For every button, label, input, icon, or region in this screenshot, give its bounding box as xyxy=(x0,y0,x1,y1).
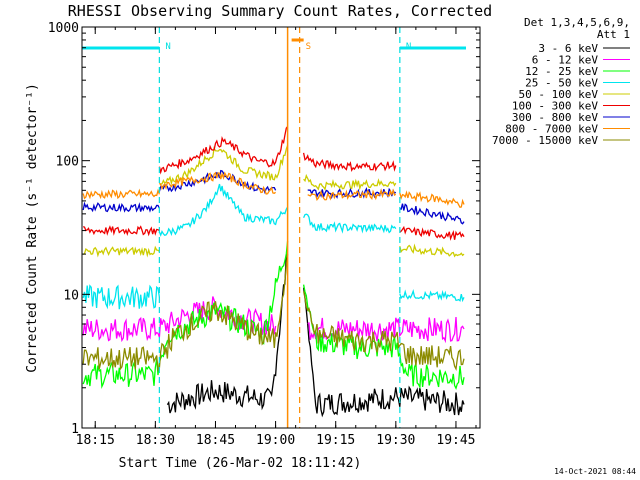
legend-entry-label: 6 - 12 keV xyxy=(532,54,599,67)
y-tick-label: 1000 xyxy=(48,21,79,36)
series-line xyxy=(303,213,397,234)
series-line xyxy=(82,245,160,258)
series-line xyxy=(82,225,160,237)
series-line xyxy=(399,243,465,258)
x-tick-label: 19:30 xyxy=(376,433,415,448)
series-line xyxy=(399,288,465,303)
series-line xyxy=(158,183,289,237)
series-7000to15000keV xyxy=(82,254,465,372)
series-line xyxy=(302,152,397,173)
series-group xyxy=(82,126,465,418)
x-tick-label: 18:30 xyxy=(136,433,175,448)
x-axis-label: Start Time (26-Mar-02 18:11:42) xyxy=(119,456,362,471)
series-line xyxy=(399,203,465,225)
series-line xyxy=(302,284,465,390)
series-line xyxy=(307,188,397,202)
y-tick-label: 100 xyxy=(56,155,79,170)
series-line xyxy=(82,201,160,213)
legend-entry-label: 800 - 7000 keV xyxy=(505,123,598,136)
legend-entry-label: 12 - 25 keV xyxy=(525,65,598,78)
legend-entry-label: 25 - 50 keV xyxy=(525,77,598,90)
series-line xyxy=(158,171,276,195)
legend-entry-label: 3 - 6 keV xyxy=(538,42,598,55)
series-line xyxy=(166,253,289,414)
legend-header-attenuator: Att 1 xyxy=(597,28,630,41)
series-100to300keV xyxy=(82,126,465,241)
marker-group: NNS xyxy=(82,27,466,428)
y-tick-label: 1 xyxy=(71,422,79,437)
marker-label: S xyxy=(306,42,311,52)
plot-timestamp: 14-Oct-2021 08:44 xyxy=(554,467,636,476)
series-line xyxy=(399,225,465,241)
marker-label: N xyxy=(165,42,170,52)
x-tick-label: 18:45 xyxy=(196,433,235,448)
series-25to50keV xyxy=(82,183,465,310)
legend-entry-label: 100 - 300 keV xyxy=(512,100,598,113)
y-axis-label: Corrected Count Rate (s⁻¹ detector⁻¹) xyxy=(25,83,40,373)
series-800to7000keV xyxy=(82,171,465,209)
series-line xyxy=(82,188,161,200)
legend-entry-label: 7000 - 15000 keV xyxy=(492,134,598,147)
y-tick-label: 10 xyxy=(63,288,79,303)
x-tick-label: 18:15 xyxy=(76,433,115,448)
series-3to6keV xyxy=(166,253,465,418)
plot-frame xyxy=(81,26,481,429)
legend-entry-label: 300 - 800 keV xyxy=(512,111,598,124)
series-line xyxy=(302,287,465,418)
x-tick-label: 19:15 xyxy=(316,433,355,448)
series-12to25keV xyxy=(82,241,465,390)
legend-header-detectors: Det 1,3,4,5,6,9, xyxy=(524,16,630,29)
series-line xyxy=(158,126,289,175)
series-line xyxy=(82,254,289,372)
series-line xyxy=(302,291,465,372)
legend-entry-label: 50 - 100 keV xyxy=(519,88,599,101)
chart-title: RHESSI Observing Summary Count Rates, Co… xyxy=(68,2,492,20)
series-line xyxy=(303,173,397,191)
axes-group: 18:15 18:30 18:45 19:00 19:15 19:30 19:45 1 10 10… xyxy=(48,21,481,448)
series-line xyxy=(399,190,465,209)
series-line xyxy=(82,284,161,310)
x-tick-label: 19:45 xyxy=(436,433,475,448)
x-tick-label: 19:00 xyxy=(256,433,295,448)
